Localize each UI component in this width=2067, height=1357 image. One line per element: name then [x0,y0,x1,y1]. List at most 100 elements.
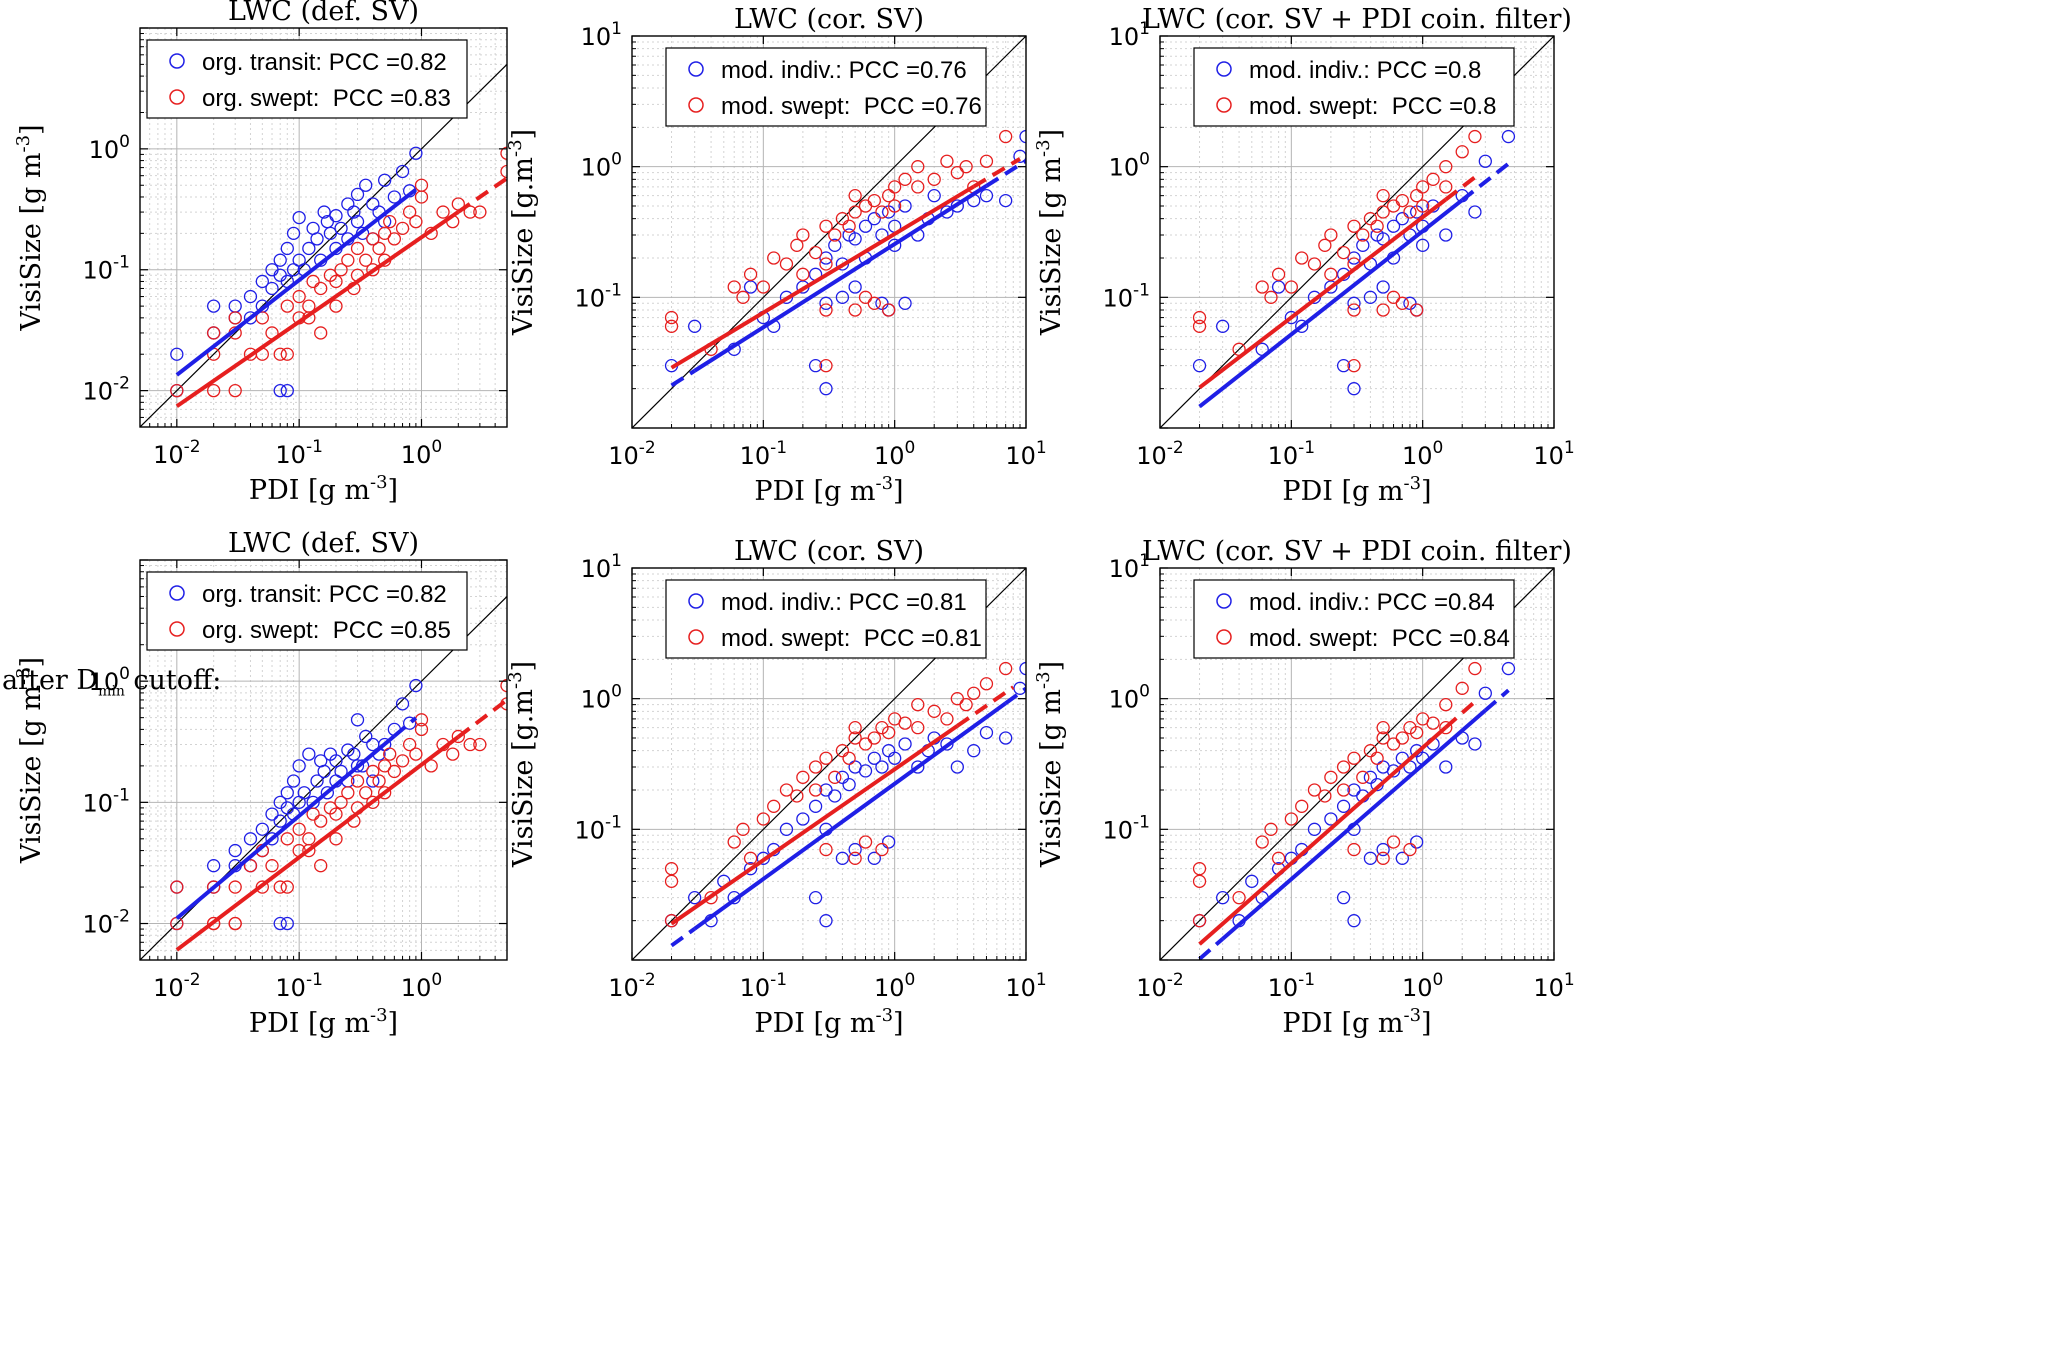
data-point-blue [366,774,380,788]
data-point-blue [243,289,258,304]
data-point-red [366,764,380,779]
data-point-red [1324,770,1338,784]
data-point-red [329,274,343,289]
data-point-red [329,832,343,846]
data-point-blue [329,754,343,768]
y-axis-label: VisiSize [g.m-3] [505,129,539,336]
data-point-blue [1439,760,1453,774]
axes-frame [139,27,508,428]
data-point-blue [848,232,862,246]
data-point-red [387,232,402,246]
data-point-red [927,704,941,718]
data-point-red [280,347,294,361]
x-tick-label: 10-1 [740,438,788,470]
data-point-red [848,205,862,219]
data-point-red [473,205,487,219]
data-point-red [898,172,912,186]
data-point-red [808,245,823,260]
data-point-red [265,859,279,873]
data-point-blue [302,241,316,256]
x-tick-label: 10-2 [153,437,201,469]
legend-label-blue: mod. indiv.: PCC =0.81 [721,589,967,616]
data-point-red [1347,751,1361,765]
y-tick-label: 101 [1109,19,1150,51]
x-tick-label: 100 [401,970,442,1002]
legend-label-red: mod. swept: PCC =0.8 [1249,93,1496,120]
fit-line-dashed-blue [670,927,696,948]
data-point-blue [409,678,423,693]
data-point-red [875,721,889,735]
data-point-red [819,359,833,373]
data-point-red [1439,160,1453,174]
data-point-red [819,842,833,857]
data-point-red [341,253,355,267]
x-tick-label: 10-1 [275,970,323,1002]
data-point-red [1336,245,1351,260]
data-point-red [940,154,954,168]
data-point-red [1376,721,1390,735]
x-tick-label: 10-1 [275,437,323,469]
data-point-red [1416,180,1430,194]
data-point-blue [347,747,361,761]
chart-title: LWC (cor. SV + PDI coin. filter) [1142,4,1572,35]
x-tick-label: 10-2 [153,970,201,1002]
data-point-blue [835,770,850,784]
legend-label-red: mod. swept: PCC =0.76 [721,93,982,120]
data-point-blue [898,737,912,751]
data-point-blue [409,146,423,160]
data-point-blue [265,281,279,296]
data-point-blue [170,347,184,361]
data-point-blue [888,751,902,765]
data-point-blue [1324,280,1338,294]
data-point-red [1439,180,1453,194]
data-point-blue [255,822,269,836]
data-point-blue [1271,280,1286,294]
legend-marker-red [1216,629,1232,645]
data-point-red [796,770,810,784]
data-point-red [1356,228,1370,242]
data-point-blue [1216,891,1230,905]
data-point-red [207,383,221,398]
data-point-blue [819,251,833,265]
data-point-red [1264,822,1278,836]
data-point-blue [1403,296,1417,310]
data-point-blue [842,777,856,792]
data-point-blue [286,774,301,788]
data-point-red [1403,205,1417,219]
data-point-blue [1501,129,1516,144]
data-point-red [314,814,328,828]
data-point-red [888,180,902,194]
legend-label-red: mod. swept: PCC =0.84 [1249,625,1510,652]
data-point-red [463,737,477,752]
data-point-red [779,257,794,271]
data-point-red [940,712,954,726]
x-tick-label: 101 [1005,438,1046,470]
fit-line-dashed-red [956,685,1015,728]
data-point-red [402,205,417,219]
data-point-blue [1376,842,1390,857]
data-point-red [1455,145,1469,159]
data-point-blue [1192,359,1207,373]
data-point-red [704,891,718,905]
data-point-red [334,795,348,809]
data-point-red [664,874,679,888]
legend: mod. indiv.: PCC =0.81 mod. swept: PCC =0… [665,579,987,659]
data-point-red [1395,193,1409,208]
data-point-blue [334,764,348,779]
data-point-red [1416,199,1430,213]
data-point-red [1468,661,1482,676]
ticks [139,559,508,961]
legend-marker-red [688,97,704,113]
data-point-blue [395,697,410,711]
data-point-red [1347,359,1361,373]
data-point-red [1271,267,1286,281]
data-point-blue [1347,914,1361,928]
chart-title: LWC (def. SV) [228,528,419,559]
legend-label-red: mod. swept: PCC =0.81 [721,625,982,652]
data-point-red [273,347,287,361]
legend: mod. indiv.: PCC =0.76 mod. swept: PCC =0… [665,47,987,127]
data-point-red [848,731,862,745]
data-point-blue [265,807,279,821]
data-point-blue [779,822,794,836]
